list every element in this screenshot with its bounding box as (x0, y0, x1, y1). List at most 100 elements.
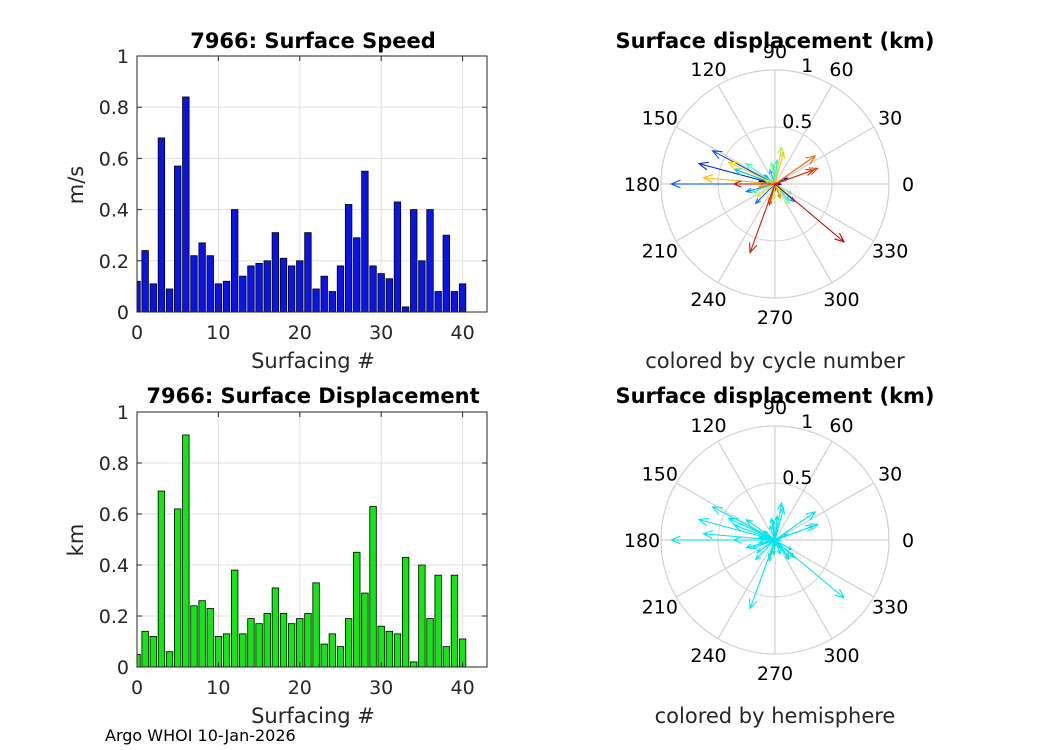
arrow-head (771, 194, 777, 201)
arrow-head (805, 155, 817, 165)
y-tick-label: 0.8 (99, 453, 129, 475)
bar (353, 551, 361, 668)
angle-tick-label: 270 (757, 663, 793, 685)
bar (442, 234, 450, 313)
arrow-head (789, 196, 796, 203)
arrow-head (751, 188, 758, 193)
arrow-head (776, 145, 784, 155)
y-tick-label: 0.4 (99, 200, 129, 222)
bar (336, 646, 345, 668)
arrow-shaft (774, 183, 781, 199)
polar-spoke (675, 126, 776, 185)
arrow-head (756, 192, 762, 198)
displacement-arrow (769, 517, 776, 541)
arrow-head (771, 550, 777, 557)
arrow-head (711, 150, 723, 159)
x-axis-label: Surfacing # (251, 349, 375, 373)
polar-spoke (717, 183, 776, 284)
y-tick-label: 0.8 (99, 97, 129, 119)
arrow-head (776, 501, 784, 511)
bar (255, 623, 263, 668)
bar (369, 265, 377, 313)
angle-tick-label: 240 (690, 289, 726, 311)
arrow-shaft (745, 163, 776, 185)
displacement-arrow (748, 539, 776, 610)
bar (385, 630, 393, 668)
bar (296, 618, 304, 668)
arrow-shaft (774, 539, 781, 555)
bar (344, 204, 353, 313)
bar (410, 209, 418, 313)
arrow-head (727, 161, 739, 171)
arrow-shaft (698, 519, 776, 541)
arrow-shaft (749, 183, 776, 253)
displacement-arrow (711, 506, 776, 541)
bar (434, 574, 442, 668)
polar-spoke (774, 183, 833, 284)
bar (206, 607, 214, 668)
y-axis-label: m/s (64, 166, 88, 204)
arrow-head (669, 535, 681, 545)
arrow-head (702, 174, 714, 183)
angle-tick-label: 90 (763, 397, 787, 419)
bar (174, 165, 182, 313)
radius-tick-label: 0.5 (782, 467, 812, 489)
bar (361, 592, 369, 668)
x-axis-label: Surfacing # (251, 704, 375, 728)
bar (401, 306, 410, 313)
bar (182, 96, 190, 313)
angle-tick-label: 120 (690, 415, 726, 437)
polar-spoke (717, 440, 776, 541)
polar-spoke (774, 440, 833, 541)
angle-tick-label: 30 (878, 464, 902, 486)
arrow-head (757, 184, 764, 189)
displacement-arrow (727, 517, 776, 541)
bar (255, 262, 263, 313)
bar (231, 569, 239, 668)
bar (239, 633, 247, 668)
arrow-shaft (703, 533, 776, 541)
displacement-arrow (774, 155, 817, 185)
arrow-shaft (752, 539, 776, 549)
bar (426, 209, 434, 313)
bar (312, 288, 320, 313)
radius-tick-label: 0.5 (782, 111, 812, 133)
arrow-shaft (774, 507, 785, 541)
bar (361, 170, 369, 313)
displacement-arrow (702, 174, 776, 185)
arrow-shaft (756, 539, 776, 553)
bar (190, 605, 198, 668)
arrow-shaft (755, 539, 776, 560)
arrow-shaft (749, 539, 776, 609)
arrow-head (776, 549, 781, 556)
bar (426, 618, 434, 668)
arrow-head (711, 506, 723, 515)
arrow-shaft (756, 183, 776, 197)
bar (328, 633, 337, 668)
polar-spoke (717, 84, 776, 185)
arrow-shaft (745, 519, 776, 541)
chart-title: Surface displacement (km) (615, 384, 934, 408)
bar (182, 434, 190, 668)
displacement-bar-chart: 7966: Surface Displacement Surfacing # k… (64, 384, 488, 728)
bar (271, 587, 280, 668)
bar (393, 633, 402, 668)
arrow-head (808, 523, 820, 532)
bar (442, 646, 450, 668)
bar (263, 613, 271, 668)
polar-spoke (774, 84, 833, 185)
arrow-head (784, 198, 790, 205)
bar (336, 265, 345, 313)
bar (377, 625, 385, 668)
displacement-arrow (774, 539, 794, 551)
bar (206, 255, 214, 313)
polar-caption: colored by hemisphere (655, 704, 896, 728)
arrow-head (732, 180, 742, 188)
bar (328, 291, 337, 313)
angle-tick-label: 60 (829, 59, 853, 81)
arrow-head (745, 187, 753, 194)
displacement-arrow (754, 183, 776, 205)
arrow-shaft (728, 517, 776, 541)
arrow-head (757, 540, 764, 545)
